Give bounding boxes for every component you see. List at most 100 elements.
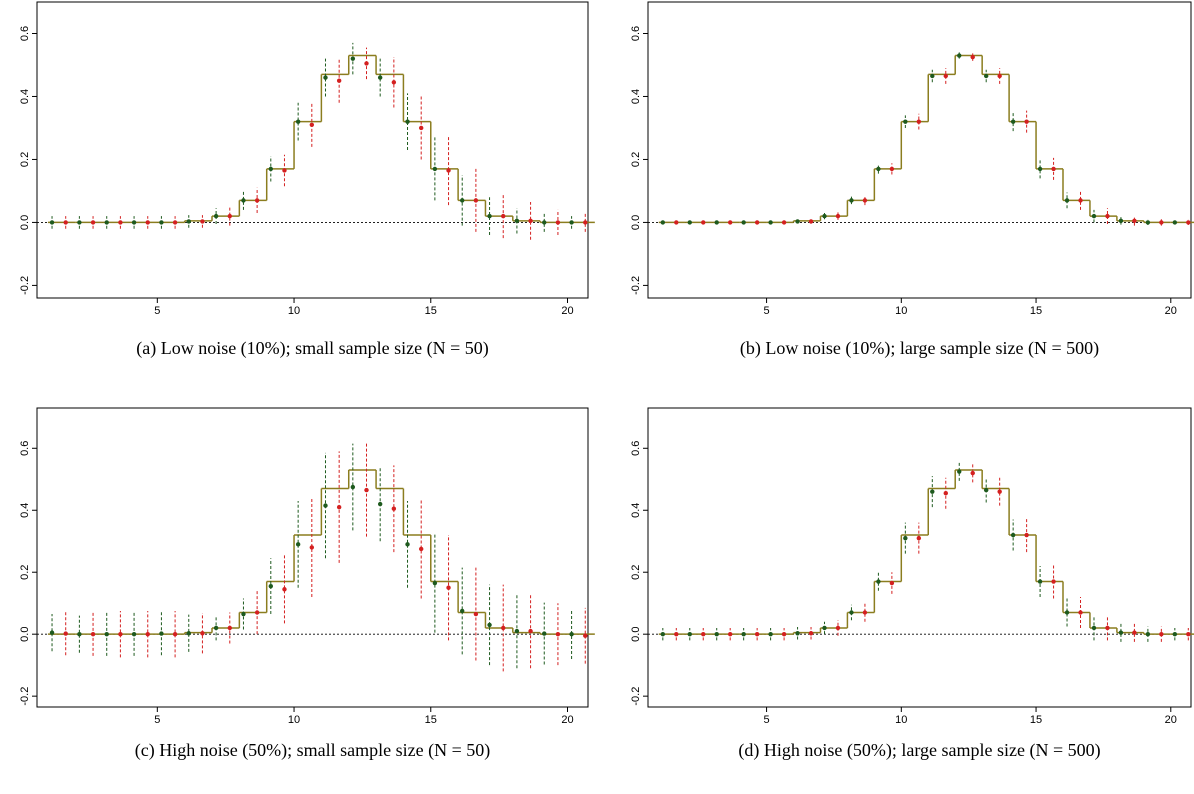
point [391, 506, 397, 511]
point [1132, 218, 1137, 224]
y-tick-label: 0.0 [19, 627, 31, 642]
point [350, 484, 356, 490]
point [862, 610, 868, 615]
point [241, 198, 246, 203]
point [714, 631, 719, 637]
y-tick-label: 0.4 [630, 503, 642, 518]
plot-frame [36, 407, 589, 708]
point [727, 631, 733, 637]
point [309, 122, 315, 128]
x-tick-label: 20 [1165, 305, 1177, 317]
point [405, 119, 410, 124]
point [200, 219, 205, 224]
point [741, 631, 746, 637]
point [418, 125, 424, 131]
point [768, 631, 773, 637]
x-tick-label: 15 [425, 305, 437, 317]
point [131, 220, 137, 225]
point [687, 631, 692, 637]
point [350, 56, 356, 61]
point [701, 220, 706, 225]
x-tick-label: 10 [895, 714, 907, 726]
point [1091, 625, 1097, 631]
point [849, 198, 854, 203]
point [903, 535, 908, 541]
point [674, 631, 679, 637]
point [473, 611, 479, 617]
point [432, 166, 438, 172]
point [118, 220, 123, 225]
point [714, 220, 719, 225]
point [391, 80, 397, 85]
point [1118, 630, 1124, 635]
point [501, 213, 506, 219]
y-tick-label: -0.2 [19, 687, 31, 706]
x-tick-label: 5 [154, 714, 160, 726]
point [241, 611, 246, 617]
point [118, 631, 123, 637]
point [90, 631, 96, 637]
point [970, 54, 975, 60]
point [795, 219, 800, 224]
plot-frame [647, 407, 1192, 708]
point [336, 504, 342, 510]
point [295, 119, 301, 124]
point [822, 213, 827, 219]
point [1064, 610, 1070, 615]
point [569, 631, 574, 637]
point [405, 542, 410, 547]
caption: (c) High noise (50%); small sample size … [135, 740, 491, 761]
x-tick-label: 15 [1030, 305, 1042, 317]
point [1145, 631, 1151, 637]
point [555, 220, 561, 225]
point [1159, 220, 1164, 225]
x-tick-label: 15 [1030, 714, 1042, 726]
x-tick-label: 5 [764, 305, 770, 317]
point [77, 220, 82, 225]
point [903, 119, 908, 124]
point [186, 219, 191, 224]
x-tick-label: 10 [288, 714, 300, 726]
point [460, 608, 465, 614]
point [172, 220, 178, 225]
point [145, 220, 150, 225]
point [364, 487, 369, 493]
point [172, 631, 178, 637]
point [514, 218, 520, 224]
y-tick-label: -0.2 [630, 687, 642, 706]
point [741, 220, 746, 225]
point [213, 213, 219, 219]
point [1037, 579, 1043, 584]
point [418, 546, 424, 552]
caption: (d) High noise (50%); large sample size … [738, 740, 1100, 761]
y-tick-label: 0.4 [19, 89, 31, 104]
point [432, 580, 438, 586]
point [200, 631, 205, 636]
point [916, 535, 922, 541]
point [930, 73, 935, 79]
point [1024, 532, 1029, 538]
plot-frame [647, 1, 1192, 299]
point [227, 213, 232, 219]
point [90, 220, 96, 225]
point [889, 580, 895, 586]
point [835, 213, 841, 219]
point [1078, 198, 1083, 203]
point [487, 213, 492, 219]
point [542, 220, 547, 225]
point [569, 220, 574, 225]
point [1037, 166, 1043, 172]
point [997, 489, 1002, 494]
point [808, 631, 814, 636]
point [323, 75, 328, 80]
caption: (a) Low noise (10%); small sample size (… [136, 338, 489, 359]
point [754, 631, 760, 637]
point [957, 53, 962, 58]
point [781, 631, 787, 637]
point [528, 218, 533, 224]
y-tick-label: 0.2 [19, 152, 31, 167]
point [377, 501, 383, 507]
point [159, 631, 164, 636]
y-tick-label: -0.2 [630, 276, 642, 295]
